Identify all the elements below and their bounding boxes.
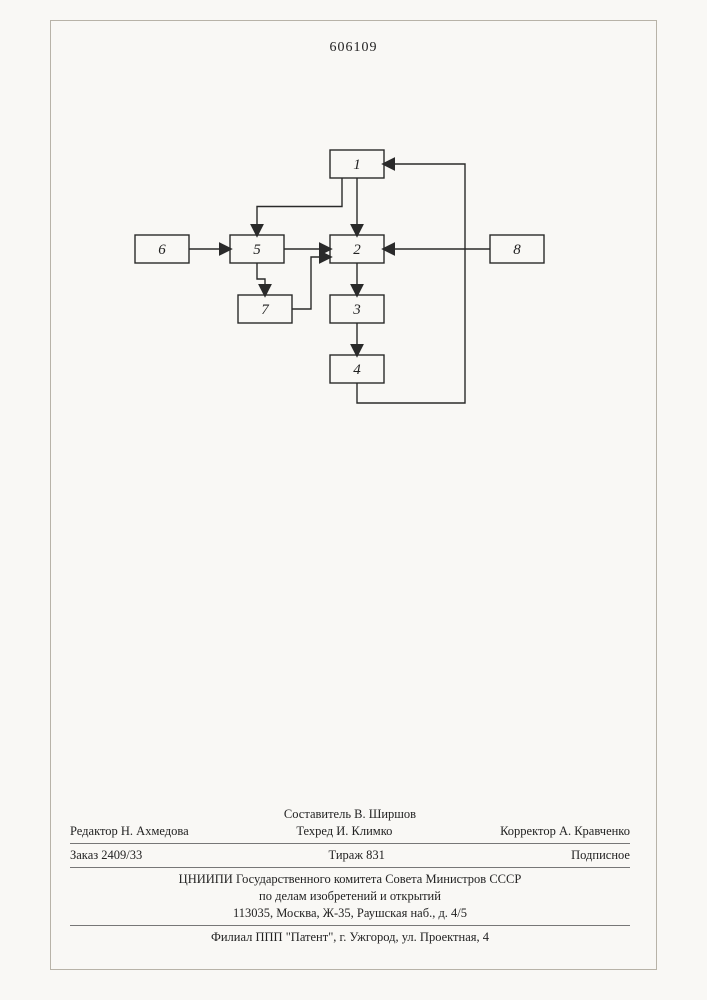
imprint-footer: Составитель В. Ширшов Редактор Н. Ахмедо… <box>70 807 630 945</box>
block-label-5: 5 <box>253 242 261 258</box>
block-label-4: 4 <box>353 362 361 378</box>
block-diagram: 1 2 3 4 5 6 7 8 <box>0 130 707 510</box>
subscript: Подписное <box>571 848 630 863</box>
divider <box>70 867 630 868</box>
block-label-3: 3 <box>352 302 361 318</box>
block-label-8: 8 <box>513 242 521 258</box>
divider <box>70 925 630 926</box>
org-line-1: ЦНИИПИ Государственного комитета Совета … <box>70 872 630 887</box>
divider <box>70 843 630 844</box>
page: 606109 1 2 3 4 5 6 7 8 Составитель В. Ширшов Ре… <box>0 0 707 1000</box>
order-row: Заказ 2409/33 Тираж 831 Подписное <box>70 848 630 863</box>
org-line-3: 113035, Москва, Ж-35, Раушская наб., д. … <box>70 906 630 921</box>
tirazh: Тираж 831 <box>329 848 385 863</box>
block-label-7: 7 <box>261 302 270 318</box>
block-label-6: 6 <box>158 242 166 258</box>
credits-row: Редактор Н. Ахмедова Техред И. Климко Ко… <box>70 824 630 839</box>
branch-line: Филиал ППП "Патент", г. Ужгород, ул. Про… <box>70 930 630 945</box>
block-label-1: 1 <box>353 157 361 173</box>
editor: Редактор Н. Ахмедова <box>70 824 189 839</box>
compiler-line: Составитель В. Ширшов <box>70 807 630 822</box>
document-number: 606109 <box>0 40 707 56</box>
org-line-2: по делам изобретений и открытий <box>70 889 630 904</box>
block-label-2: 2 <box>353 242 361 258</box>
corrector: Корректор А. Кравченко <box>500 824 630 839</box>
order-number: Заказ 2409/33 <box>70 848 142 863</box>
techred: Техред И. Климко <box>296 824 392 839</box>
